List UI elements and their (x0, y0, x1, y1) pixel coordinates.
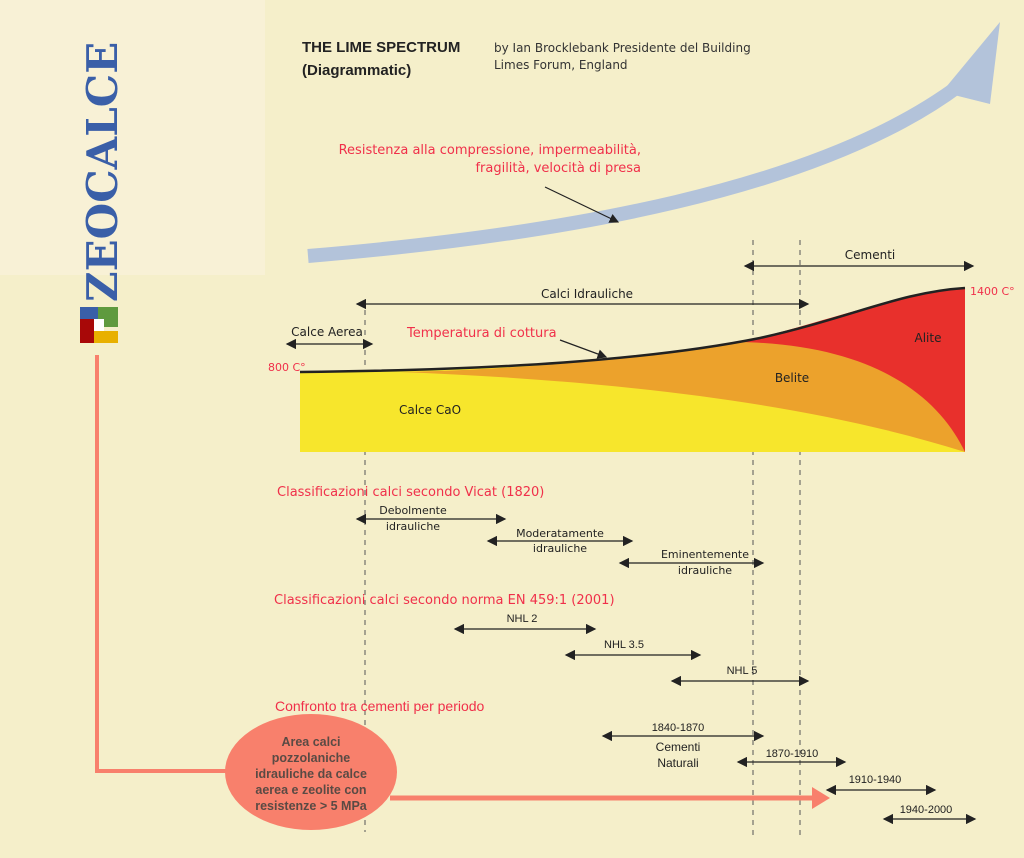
svg-text:Area calci: Area calci (281, 735, 340, 749)
callout-connector (95, 355, 230, 773)
periods-heading: Confronto tra cementi per periodo (275, 698, 485, 714)
trend-label-line1: Resistenza alla compressione, impermeabi… (339, 143, 641, 158)
svg-text:NHL 5: NHL 5 (727, 665, 758, 677)
zeolite-callout: Area calci pozzolaniche idrauliche da ca… (95, 355, 830, 830)
label-calci-idrauliche: Calci Idrauliche (541, 287, 633, 301)
temp-low: 800 C° (268, 361, 306, 374)
label-alite: Alite (915, 331, 942, 345)
label-cementi: Cementi (845, 248, 895, 262)
period-ranges: 1840-1870 Cementi Naturali 1870-1910 191… (601, 722, 977, 825)
svg-text:1910-1940: 1910-1940 (849, 774, 902, 786)
byline-line1: by Ian Brocklebank Presidente del Buildi… (494, 41, 751, 55)
svg-text:idrauliche da calce: idrauliche da calce (255, 767, 367, 781)
trend-label-line2: fragilità, velocità di presa (475, 161, 641, 176)
temp-high: 1400 C° (970, 285, 1015, 298)
light-panel (0, 0, 265, 275)
title-line1: THE LIME SPECTRUM (302, 39, 460, 56)
callout-arrowhead (812, 787, 830, 809)
trend-arrowhead (942, 22, 1000, 104)
spectrum-area (299, 286, 966, 452)
svg-text:1940-2000: 1940-2000 (900, 804, 953, 816)
svg-text:1870-1910: 1870-1910 (766, 748, 819, 760)
en459-heading: Classificazioni calci secondo norma EN 4… (274, 593, 615, 608)
svg-text:aerea e zeolite con: aerea e zeolite con (255, 783, 366, 797)
byline-line2: Limes Forum, England (494, 58, 628, 72)
svg-text:idrauliche: idrauliche (678, 564, 732, 577)
svg-text:Moderatamente: Moderatamente (516, 527, 604, 540)
svg-text:Eminentemente: Eminentemente (661, 548, 749, 561)
trend-pointer (544, 186, 620, 223)
title-line2: (Diagrammatic) (302, 62, 411, 79)
temperature-pointer (559, 339, 608, 359)
temperature-curve (299, 286, 966, 374)
svg-text:idrauliche: idrauliche (386, 520, 440, 533)
svg-text:idrauliche: idrauliche (533, 542, 587, 555)
label-cao: Calce CaO (399, 403, 461, 417)
svg-text:pozzolaniche: pozzolaniche (272, 751, 351, 765)
label-calce-aerea: Calce Aerea (291, 325, 363, 339)
svg-text:Cementi: Cementi (656, 740, 701, 754)
vicat-classes: Debolmente idrauliche Moderatamente idra… (355, 504, 765, 577)
en459-classes: NHL 2 NHL 3.5 NHL 5 (453, 613, 810, 687)
svg-text:NHL 2: NHL 2 (507, 613, 538, 625)
callout-ellipse (225, 714, 397, 830)
svg-text:resistenze > 5 MPa: resistenze > 5 MPa (255, 799, 368, 813)
svg-text:Naturali: Naturali (657, 756, 698, 770)
svg-text:NHL 3.5: NHL 3.5 (604, 639, 644, 651)
temperature-label: Temperatura di cottura (406, 326, 557, 341)
svg-text:Debolmente: Debolmente (379, 504, 447, 517)
vicat-heading: Classificazioni calci secondo Vicat (182… (277, 485, 544, 500)
trend-arrow (307, 79, 965, 263)
label-belite: Belite (775, 371, 809, 385)
zeocalce-logo: ZEOCALCE (78, 42, 127, 343)
svg-text:1840-1870: 1840-1870 (652, 722, 705, 734)
svg-text:ZEOCALCE: ZEOCALCE (78, 42, 127, 302)
